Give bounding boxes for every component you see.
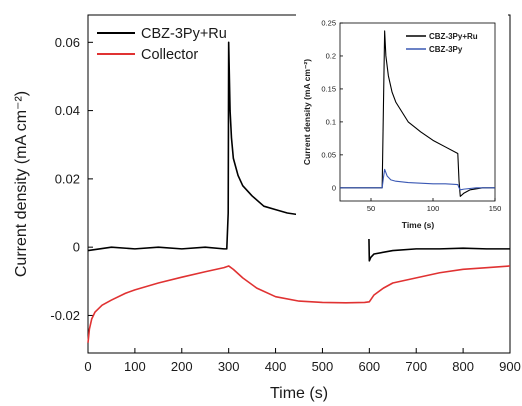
main-y-tick-label: 0.04 bbox=[55, 103, 80, 118]
inset-x-axis-label: Time (s) bbox=[402, 220, 435, 230]
inset-chart: 50 100 150 0 0.05 0.1 0.15 0.2 0.25 Time (s) Cu… bbox=[296, 14, 508, 239]
inset-legend-label-1: CBZ-3Py bbox=[429, 45, 463, 54]
main-legend-label-0: CBZ-3Py+Ru bbox=[141, 26, 227, 42]
inset-y-tick-label: 0.1 bbox=[326, 117, 336, 126]
main-x-tick-label: 300 bbox=[218, 359, 240, 374]
main-y-axis-label: Current density (mA cm⁻²) bbox=[13, 91, 30, 277]
main-x-tick-label: 900 bbox=[499, 359, 521, 374]
main-x-tick-label: 400 bbox=[265, 359, 287, 374]
inset-y-axis-label: Current density (mA cm⁻²) bbox=[302, 59, 312, 165]
main-y-ticks: -0.02 0 0.02 0.04 0.06 bbox=[50, 35, 93, 323]
main-x-tick-label: 700 bbox=[405, 359, 427, 374]
main-chart: 0 100 200 300 400 500 600 700 800 900 -0.0200.020… bbox=[13, 14, 521, 402]
inset-series-line-1 bbox=[340, 168, 495, 191]
inset-y-tick-label: 0.15 bbox=[321, 85, 336, 94]
main-series-group bbox=[87, 41, 511, 343]
inset-x-tick-label: 50 bbox=[367, 204, 375, 213]
main-x-ticks: 0 100 200 300 400 500 600 700 800 900 bbox=[84, 348, 521, 374]
main-y-tick-label: 0.02 bbox=[55, 171, 80, 186]
main-x-tick-label: 200 bbox=[171, 359, 193, 374]
main-legend-label-1: Collector bbox=[141, 47, 198, 63]
inset-legend-label-0: CBZ-3Py+Ru bbox=[429, 32, 478, 41]
inset-y-tick-label: 0.25 bbox=[321, 19, 336, 28]
inset-x-ticks: 50 100 150 bbox=[367, 198, 501, 213]
inset-series-line-0 bbox=[340, 30, 495, 197]
main-y-tick-label: 0.06 bbox=[55, 35, 80, 50]
inset-plot-frame bbox=[339, 22, 496, 202]
main-x-tick-label: 800 bbox=[452, 359, 474, 374]
inset-y-tick-label: 0.05 bbox=[321, 150, 336, 159]
main-legend: CBZ-3Py+Ru Collector bbox=[97, 26, 227, 63]
main-x-tick-label: 600 bbox=[358, 359, 380, 374]
inset-x-tick-label: 100 bbox=[427, 204, 440, 213]
main-series-line-1 bbox=[87, 265, 511, 343]
inset-y-tick-label: 0 bbox=[332, 183, 336, 192]
inset-y-tick-label: 0.2 bbox=[326, 52, 336, 61]
main-y-tick-label: -0.02 bbox=[50, 308, 80, 323]
main-y-tick-label: 0 bbox=[73, 240, 80, 255]
main-x-axis-label: Time (s) bbox=[270, 385, 328, 402]
main-series-line-0 bbox=[87, 41, 510, 262]
inset-x-tick-label: 150 bbox=[489, 204, 502, 213]
inset-series-group bbox=[340, 30, 495, 197]
inset-legend: CBZ-3Py+Ru CBZ-3Py bbox=[406, 32, 478, 54]
main-x-tick-label: 500 bbox=[312, 359, 334, 374]
main-x-tick-label: 0 bbox=[84, 359, 91, 374]
main-x-tick-label: 100 bbox=[124, 359, 146, 374]
